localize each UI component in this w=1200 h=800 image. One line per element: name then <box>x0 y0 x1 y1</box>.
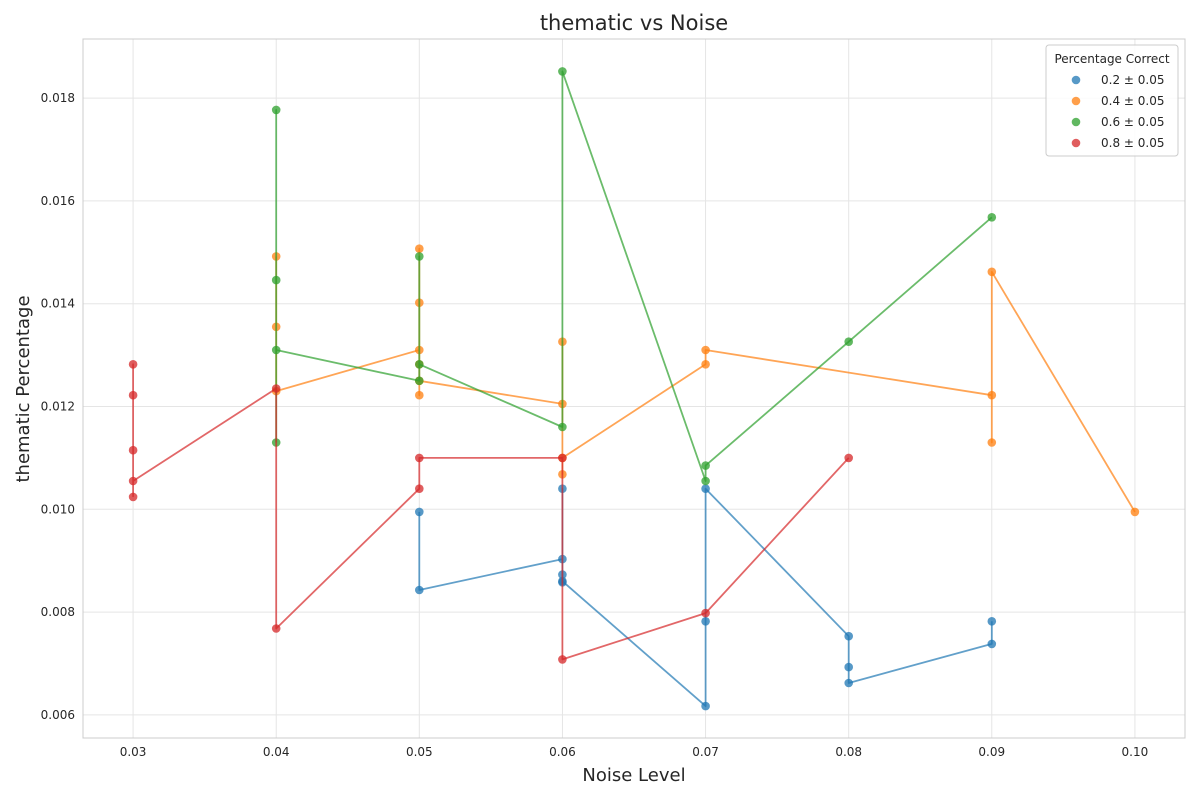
data-point <box>128 476 138 486</box>
data-point <box>701 484 710 494</box>
y-tick-label: 0.012 <box>41 399 75 413</box>
y-tick-label: 0.008 <box>41 605 75 619</box>
data-point <box>558 453 567 463</box>
legend-item: 0.2 ± 0.05 <box>1071 73 1165 87</box>
y-tick-label: 0.016 <box>41 194 75 208</box>
data-point <box>271 275 281 285</box>
y-tick-label: 0.018 <box>41 91 75 105</box>
data-point <box>701 608 710 618</box>
chart-title: thematic vs Noise <box>540 11 728 35</box>
data-point <box>987 617 997 626</box>
data-point <box>271 105 281 115</box>
data-point <box>128 492 138 502</box>
data-point <box>987 639 997 649</box>
x-tick-labels: 0.03 0.04 0.05 0.06 0.07 0.08 0.09 0.10 <box>120 745 1149 759</box>
data-point <box>415 507 424 517</box>
legend-label: 0.6 ± 0.05 <box>1101 115 1165 129</box>
y-tick-label: 0.006 <box>41 708 75 722</box>
legend-label: 0.4 ± 0.05 <box>1101 94 1165 108</box>
data-point <box>415 252 424 261</box>
plot-frame <box>82 38 1186 739</box>
data-point <box>128 445 138 455</box>
y-tick-label: 0.014 <box>41 297 75 311</box>
legend-item: 0.4 ± 0.05 <box>1071 94 1165 108</box>
data-point <box>415 484 424 494</box>
data-point <box>844 662 853 672</box>
x-tick-label: 0.08 <box>835 745 862 759</box>
y-tick-labels: 0.006 0.008 0.010 0.012 0.014 0.016 0.018 <box>41 91 75 722</box>
legend-label: 0.8 ± 0.05 <box>1101 136 1165 150</box>
y-tick-label: 0.010 <box>41 502 75 516</box>
data-point <box>844 678 853 688</box>
legend-marker <box>1071 138 1081 148</box>
data-point <box>415 453 424 463</box>
x-axis-title: Noise Level <box>582 765 685 786</box>
data-point <box>415 376 424 386</box>
data-point <box>987 267 997 277</box>
x-tick-label: 0.04 <box>263 745 290 759</box>
series-layer <box>128 67 1140 711</box>
data-point <box>987 213 997 222</box>
legend-item: 0.8 ± 0.05 <box>1071 136 1165 150</box>
data-point <box>415 360 424 369</box>
data-point <box>558 422 567 432</box>
legend-marker <box>1071 117 1081 127</box>
data-point <box>987 390 997 400</box>
x-tick-label: 0.10 <box>1122 745 1149 759</box>
data-point <box>415 585 424 595</box>
plot-background <box>83 39 1185 738</box>
data-point <box>128 390 138 400</box>
data-point <box>701 461 710 470</box>
data-point <box>558 67 567 76</box>
x-tick-label: 0.09 <box>978 745 1005 759</box>
legend-title: Percentage Correct <box>1054 52 1169 66</box>
data-point <box>844 453 853 463</box>
data-point <box>844 631 853 641</box>
legend: Percentage Correct 0.2 ± 0.050.4 ± 0.050… <box>1045 44 1179 157</box>
data-point <box>415 244 424 253</box>
x-tick-label: 0.05 <box>406 745 433 759</box>
grid <box>83 39 1185 738</box>
data-point <box>701 360 710 369</box>
data-point <box>271 624 281 633</box>
series-4 <box>128 360 853 664</box>
legend-marker <box>1071 75 1081 85</box>
y-axis-title: thematic Percentage <box>13 295 34 482</box>
data-point <box>271 345 281 355</box>
legend-items: 0.2 ± 0.05 0.4 ± 0.05 0.6 ± 0.05 0.8 ± 0.05 <box>1071 73 1165 150</box>
data-point <box>558 655 567 664</box>
x-tick-label: 0.03 <box>120 745 147 759</box>
legend-item: 0.6 ± 0.05 <box>1071 115 1165 129</box>
data-point <box>415 390 424 400</box>
legend-frame <box>1045 44 1179 157</box>
data-point <box>271 384 281 393</box>
legend-label: 0.2 ± 0.05 <box>1101 73 1165 87</box>
x-tick-label: 0.06 <box>549 745 576 759</box>
legend-marker <box>1071 96 1081 106</box>
x-tick-label: 0.07 <box>692 745 719 759</box>
data-point <box>701 701 710 711</box>
series-3 <box>271 67 997 486</box>
data-point <box>844 337 853 347</box>
data-point <box>701 617 710 626</box>
data-point <box>987 438 997 447</box>
data-point <box>128 360 138 369</box>
data-point <box>701 345 710 355</box>
data-point <box>1130 507 1140 517</box>
data-point <box>701 476 710 486</box>
